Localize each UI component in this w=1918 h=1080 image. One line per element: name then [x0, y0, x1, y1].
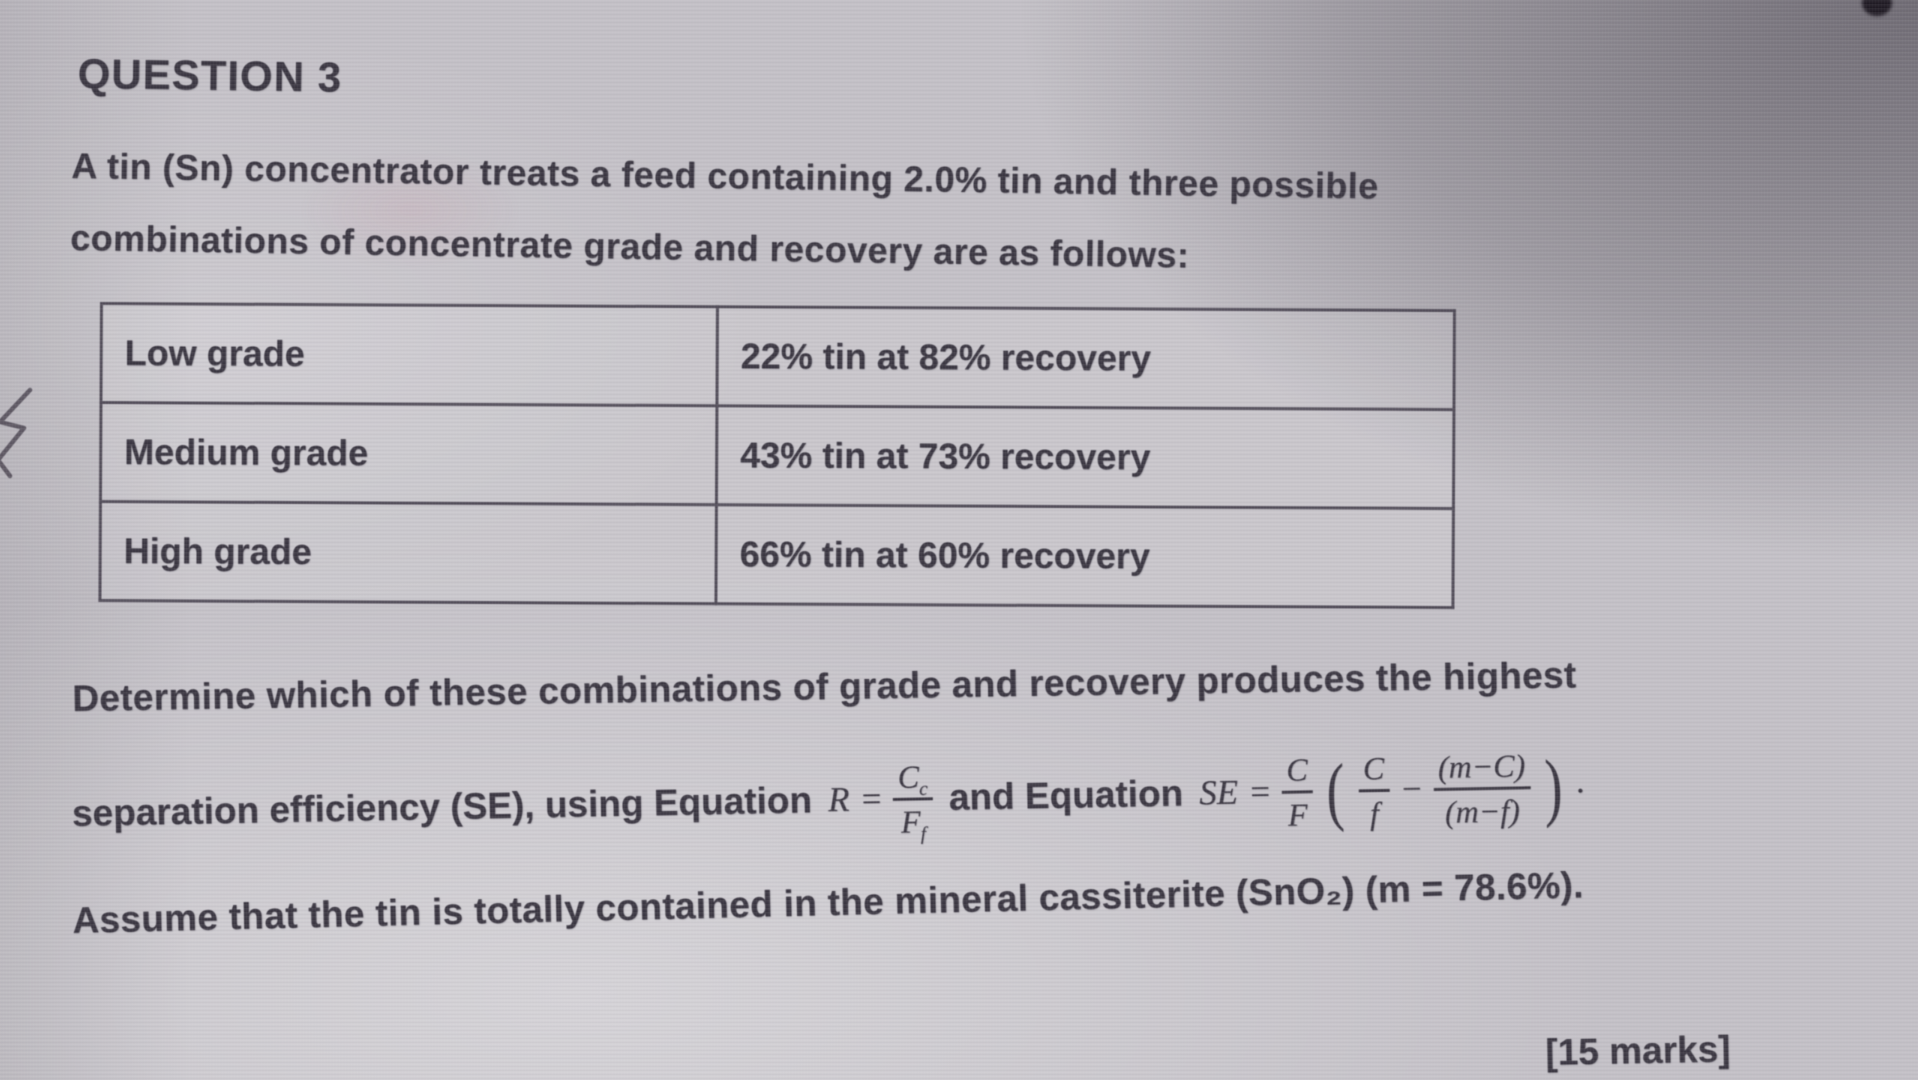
camera-artifact-dot — [1862, 0, 1892, 16]
task-line-1: Determine which of these combinations of… — [72, 654, 1577, 719]
pen-mark — [0, 387, 33, 479]
grade-recovery-table: Low grade 22% tin at 82% recovery Medium… — [98, 302, 1456, 610]
eq-se-close-paren: ) — [1543, 744, 1563, 829]
eq-se-outer-fraction: C F — [1280, 751, 1314, 833]
eq-se-inner1-numerator: C — [1357, 749, 1390, 792]
eq-se-lhs: SE — [1198, 772, 1239, 813]
grade-cell: Low grade — [100, 303, 718, 406]
task-line-2-text: separation efficiency (SE), using Equati… — [71, 779, 813, 834]
eq-se-inner1-denominator: f — [1369, 794, 1380, 831]
table-row: High grade 66% tin at 60% recovery — [99, 501, 1454, 608]
assumption-line: Assume that the tin is totally contained… — [72, 864, 1585, 941]
eq-se-outer-numerator: C — [1280, 751, 1314, 794]
eq-r-denominator: Ff — [900, 802, 927, 845]
eq-r-numerator: Cc — [892, 758, 933, 801]
eq-se-inner2-denominator: (m−f) — [1444, 791, 1521, 830]
eq-se-inner-fraction-1: C f — [1357, 749, 1391, 831]
eq-se-minus-sign: − — [1399, 769, 1424, 809]
intro-paragraph: A tin (Sn) concentrator treats a feed co… — [70, 130, 1379, 295]
task-line-2: separation efficiency (SE), using Equati… — [71, 728, 1586, 872]
combination-cell: 43% tin at 73% recovery — [716, 405, 1454, 509]
eq-r-lhs: R — [827, 779, 850, 820]
equation-recovery: R = Cc Ff — [827, 758, 933, 845]
eq-se-equals: = — [1247, 772, 1273, 812]
eq-se-period: . — [1575, 760, 1585, 800]
equation-separation-efficiency: SE = C F ( C f − (m−C) (m−f) ) . — [1198, 744, 1585, 833]
grade-cell: High grade — [99, 501, 717, 604]
combination-cell: 22% tin at 82% recovery — [716, 306, 1455, 410]
eq-se-outer-denominator: F — [1287, 795, 1308, 833]
eq-se-inner-fraction-2: (m−C) (m−f) — [1432, 747, 1532, 830]
combination-cell: 66% tin at 60% recovery — [715, 504, 1454, 608]
question-heading: QUESTION 3 — [77, 50, 343, 101]
marks-label: [15 marks] — [1545, 1028, 1731, 1073]
table-row: Medium grade 43% tin at 73% recovery — [100, 402, 1454, 509]
eq-se-inner2-numerator: (m−C) — [1432, 747, 1531, 791]
eq-r-equals: = — [859, 779, 884, 819]
eq-se-open-paren: ( — [1326, 748, 1346, 833]
table-row: Low grade 22% tin at 82% recovery — [100, 303, 1455, 410]
task-line-2-connector: and Equation — [948, 772, 1184, 818]
grade-cell: Medium grade — [100, 402, 717, 505]
eq-r-fraction: Cc Ff — [892, 758, 933, 845]
photo-smudge — [300, 150, 520, 270]
